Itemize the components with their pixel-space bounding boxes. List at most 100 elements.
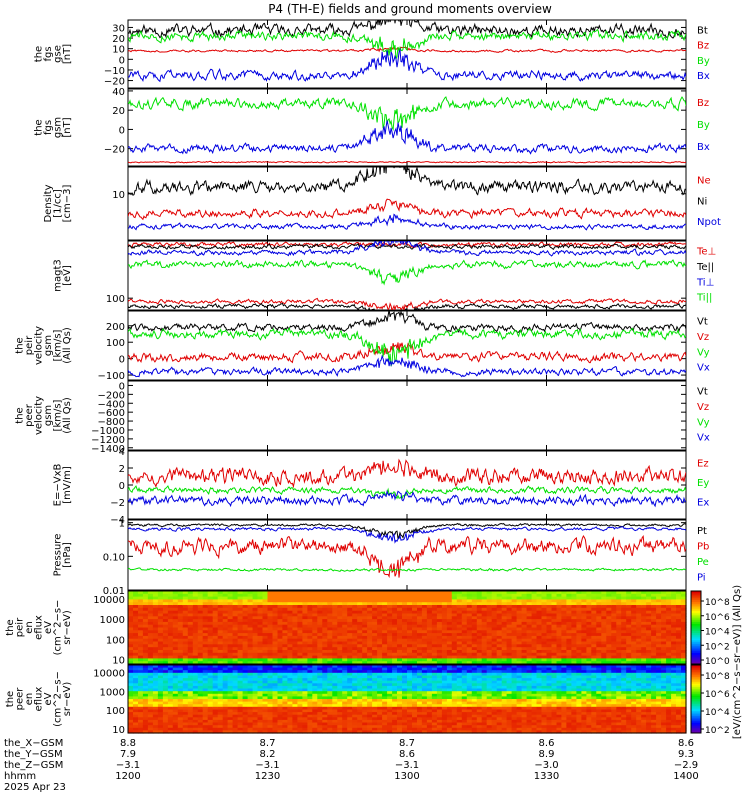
heatmap-cell: [202, 672, 209, 676]
heatmap-cell: [302, 722, 308, 726]
heatmap-cell: [511, 596, 518, 600]
heatmap-cell: [556, 607, 563, 612]
heatmap-cell: [357, 596, 363, 600]
heatmap-cell: [407, 665, 413, 669]
heatmap-cell: [407, 667, 413, 671]
heatmap-cell: [332, 683, 338, 687]
heatmap-cell: [337, 717, 343, 721]
heatmap-cell: [636, 610, 642, 615]
heatmap-cell: [382, 619, 388, 623]
heatmap-cell: [252, 613, 259, 617]
heatmap-cell: [566, 607, 572, 612]
heatmap-cell: [392, 704, 398, 708]
heatmap-cell: [337, 706, 343, 710]
heatmap-cell: [242, 683, 249, 687]
heatmap-cell: [481, 605, 488, 609]
heatmap-cell: [282, 633, 288, 637]
heatmap-cell: [182, 706, 189, 710]
heatmap-cell: [541, 593, 548, 598]
heatmap-cell: [307, 704, 313, 708]
heatmap-cell: [581, 644, 587, 648]
heatmap-cell: [302, 650, 308, 654]
heatmap-cell: [621, 599, 627, 603]
heatmap-cell: [526, 647, 533, 651]
heatmap-cell: [347, 661, 353, 665]
heatmap-cell: [357, 602, 363, 606]
heatmap-cell: [501, 630, 508, 634]
heatmap-cell: [511, 607, 518, 612]
heatmap-cell: [317, 719, 323, 724]
heatmap-cell: [621, 658, 627, 662]
heatmap-cell: [307, 638, 313, 643]
heatmap-cell: [402, 665, 408, 669]
heatmap-cell: [177, 696, 184, 700]
heatmap-cell: [631, 610, 637, 615]
heatmap-cell: [237, 680, 244, 684]
heatmap-cell: [272, 658, 279, 662]
heatmap-cell: [157, 701, 164, 705]
heatmap-cell: [581, 616, 587, 620]
heatmap-cell: [407, 633, 413, 637]
heatmap-cell: [352, 655, 358, 659]
heatmap-cell: [342, 680, 348, 684]
heatmap-cell: [402, 683, 408, 687]
heatmap-cell: [147, 641, 154, 645]
heatmap-cell: [352, 691, 358, 695]
heatmap-cell: [292, 670, 298, 674]
heatmap-cell: [606, 607, 612, 612]
heatmap-cell: [257, 683, 264, 687]
heatmap-cell: [277, 704, 284, 708]
heatmap-cell: [128, 693, 134, 697]
heatmap-cell: [232, 712, 239, 716]
heatmap-cell: [217, 599, 224, 603]
heatmap-cell: [322, 635, 328, 640]
heatmap-cell: [491, 619, 498, 623]
heatmap-cell: [197, 621, 204, 626]
heatmap-cell: [172, 678, 179, 682]
heatmap-cell: [282, 607, 288, 612]
heatmap-cell: [521, 650, 528, 654]
heatmap-cell: [227, 647, 234, 651]
heatmap-cell: [402, 644, 408, 648]
heatmap-cell: [347, 599, 353, 603]
heatmap-cell: [352, 693, 358, 697]
heatmap-cell: [412, 675, 418, 679]
heatmap-cell: [382, 602, 388, 606]
heatmap-cell: [282, 699, 288, 703]
heatmap-cell: [566, 658, 572, 662]
heatmap-cell: [197, 678, 204, 682]
heatmap-cell: [282, 613, 288, 617]
heatmap-cell: [152, 691, 159, 695]
heatmap-cell: [222, 701, 229, 705]
heatmap-cell: [436, 591, 443, 595]
heatmap-cell: [606, 596, 612, 600]
heatmap-cell: [337, 647, 343, 651]
heatmap-cell: [641, 635, 647, 640]
heatmap-cell: [192, 685, 199, 690]
heatmap-cell: [357, 685, 363, 690]
heatmap-cell: [581, 641, 587, 645]
heatmap-cell: [556, 638, 563, 643]
heatmap-cell: [307, 688, 313, 692]
heatmap-cell: [307, 655, 313, 659]
heatmap-cell: [182, 667, 189, 671]
heatmap-cell: [287, 683, 293, 687]
heatmap-cell: [207, 730, 214, 734]
heatmap-cell: [327, 678, 333, 682]
heatmap-cell: [227, 725, 234, 729]
heatmap-cell: [357, 670, 363, 674]
heatmap-cell: [451, 667, 458, 671]
heatmap-cell: [347, 675, 353, 679]
heatmap-cell: [212, 650, 219, 654]
heatmap-cell: [456, 661, 463, 665]
heatmap-cell: [357, 638, 363, 643]
heatmap-cell: [372, 685, 378, 690]
heatmap-cell: [656, 641, 662, 645]
heatmap-cell: [397, 624, 403, 629]
heatmap-cell: [616, 627, 622, 631]
heatmap-cell: [312, 672, 318, 676]
heatmap-cell: [237, 701, 244, 705]
heatmap-cell: [242, 650, 249, 654]
heatmap-cell: [237, 596, 244, 600]
heatmap-cell: [307, 678, 313, 682]
